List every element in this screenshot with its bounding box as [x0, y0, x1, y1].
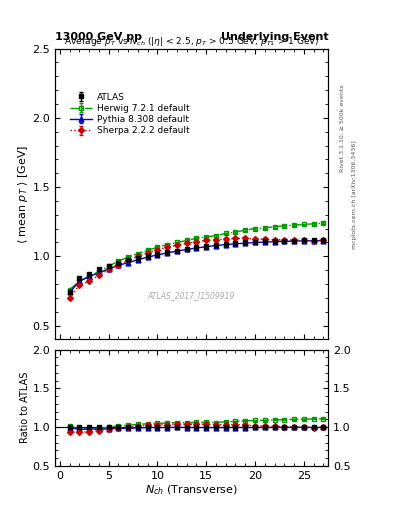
Text: ATLAS_2017_I1509919: ATLAS_2017_I1509919: [148, 291, 235, 301]
Title: Average $p_T$ vs $N_{ch}$ ($|\eta|$ < 2.5, $p_T$ > 0.5 GeV, $p_{T1}$ > 1 GeV): Average $p_T$ vs $N_{ch}$ ($|\eta|$ < 2.…: [64, 35, 320, 49]
Legend: ATLAS, Herwig 7.2.1 default, Pythia 8.308 default, Sherpa 2.2.2 default: ATLAS, Herwig 7.2.1 default, Pythia 8.30…: [65, 88, 194, 140]
Text: mcplots.cern.ch [arXiv:1306.3436]: mcplots.cern.ch [arXiv:1306.3436]: [352, 140, 357, 249]
X-axis label: $N_{ch}$ (Transverse): $N_{ch}$ (Transverse): [145, 483, 238, 497]
Text: 13000 GeV pp: 13000 GeV pp: [55, 32, 142, 42]
Y-axis label: $\langle$ mean $p_T$ $\rangle$ [GeV]: $\langle$ mean $p_T$ $\rangle$ [GeV]: [16, 144, 29, 244]
Text: Rivet 3.1.10, ≥ 500k events: Rivet 3.1.10, ≥ 500k events: [340, 84, 345, 172]
Y-axis label: Ratio to ATLAS: Ratio to ATLAS: [20, 372, 29, 443]
Text: Underlying Event: Underlying Event: [220, 32, 328, 42]
